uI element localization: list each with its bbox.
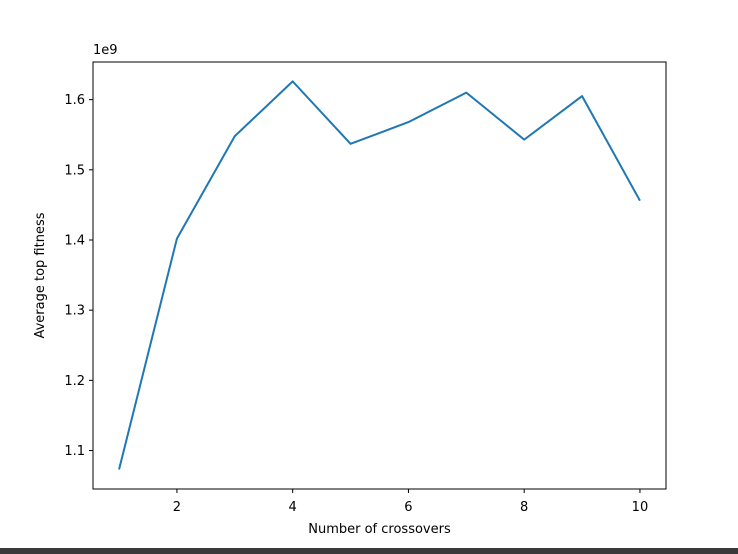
y-axis-label: Average top fitness	[33, 212, 48, 338]
y-tick-label: 1.5	[64, 163, 85, 178]
x-tick-label: 4	[289, 500, 297, 515]
plot-area	[92, 61, 667, 490]
y-tick-label: 1.6	[64, 93, 85, 108]
x-axis-label: Number of crossovers	[308, 522, 451, 537]
x-axis-ticks: 2 4 6 8 10	[173, 489, 648, 515]
series-line	[118, 80, 641, 470]
x-tick-label: 8	[520, 500, 528, 515]
y-tick-label: 1.3	[64, 304, 85, 319]
bottom-bar	[0, 548, 738, 554]
x-tick-label: 6	[404, 500, 412, 515]
y-tick-label: 1.4	[64, 233, 85, 248]
x-tick-label: 10	[632, 500, 649, 515]
x-tick-label: 2	[173, 500, 181, 515]
y-tick-label: 1.1	[64, 444, 85, 459]
y-offset-label: 1e9	[93, 43, 118, 58]
y-tick-label: 1.2	[64, 374, 85, 389]
y-axis-ticks: 1.1 1.2 1.3 1.4 1.5 1.6	[64, 93, 93, 459]
